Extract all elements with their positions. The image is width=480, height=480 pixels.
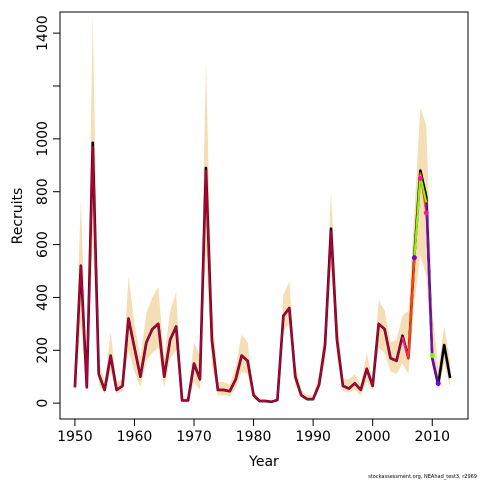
- endpoint-marker-2: [423, 210, 429, 216]
- endpoint-marker-3: [429, 353, 435, 359]
- series-line-1: [73, 145, 416, 403]
- x-tick-label: 2010: [414, 429, 450, 445]
- y-tick-label: 800: [35, 178, 51, 205]
- x-axis-title: Year: [248, 454, 279, 470]
- x-tick-label: 1960: [117, 429, 153, 445]
- x-tick-label: 1980: [236, 429, 272, 445]
- series-lines: [73, 141, 452, 404]
- confidence-band: [74, 14, 451, 403]
- x-axis: 1950 1960 1970 1980 1990 2000 2010: [57, 418, 450, 445]
- y-tick-label: 1400: [35, 15, 51, 51]
- x-tick-label: 2000: [355, 429, 391, 445]
- y-axis-title: Recruits: [10, 188, 26, 245]
- footnote: stockassessment.org, NEAhad_test3, r2969: [368, 474, 477, 480]
- endpoint-marker-4: [435, 380, 441, 386]
- y-tick-label: 400: [35, 284, 51, 311]
- y-tick-label: 200: [35, 337, 51, 364]
- series-line-5: [425, 202, 440, 384]
- endpoint-markers: [411, 176, 441, 386]
- y-tick-label: 1000: [35, 121, 51, 157]
- y-axis: 0 200 400 600 800 1000 1400: [35, 15, 61, 408]
- y-tick-label: 600: [35, 231, 51, 258]
- endpoint-marker-1: [417, 176, 423, 181]
- y-tick-label: 0: [35, 399, 51, 408]
- x-tick-label: 1970: [176, 429, 212, 445]
- x-tick-label: 1950: [57, 429, 93, 445]
- endpoint-marker-0: [411, 255, 417, 261]
- x-tick-label: 1990: [295, 429, 331, 445]
- confidence-band-area: [74, 14, 451, 403]
